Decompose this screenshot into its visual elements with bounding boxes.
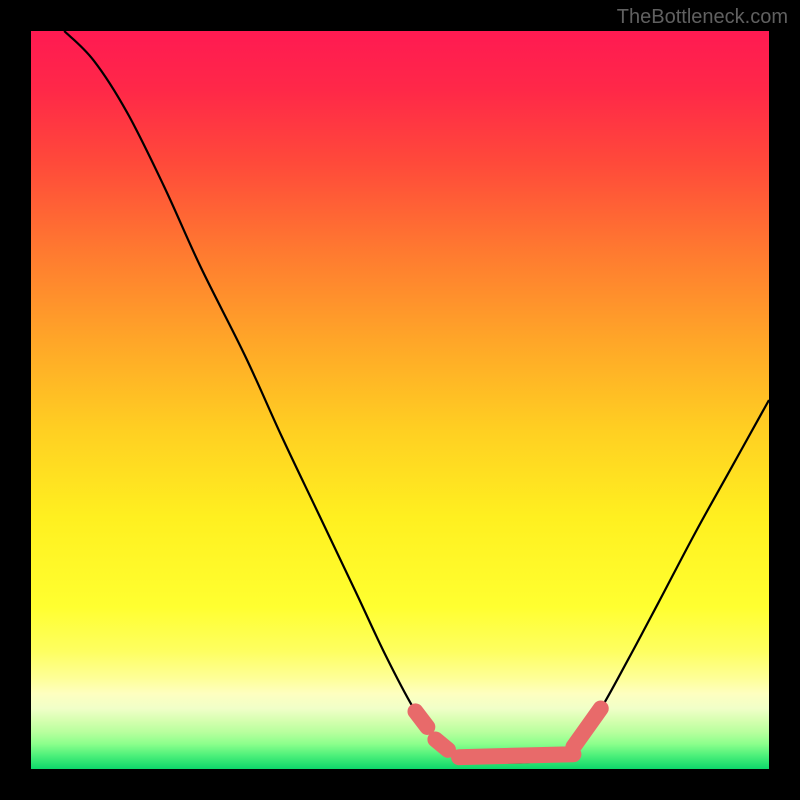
highlight-segment: [459, 754, 573, 757]
chart-svg: [31, 31, 769, 769]
highlight-segment: [416, 711, 428, 726]
highlight-segment: [435, 739, 448, 749]
plot-area: [31, 31, 769, 769]
watermark-label: TheBottleneck.com: [617, 6, 788, 29]
